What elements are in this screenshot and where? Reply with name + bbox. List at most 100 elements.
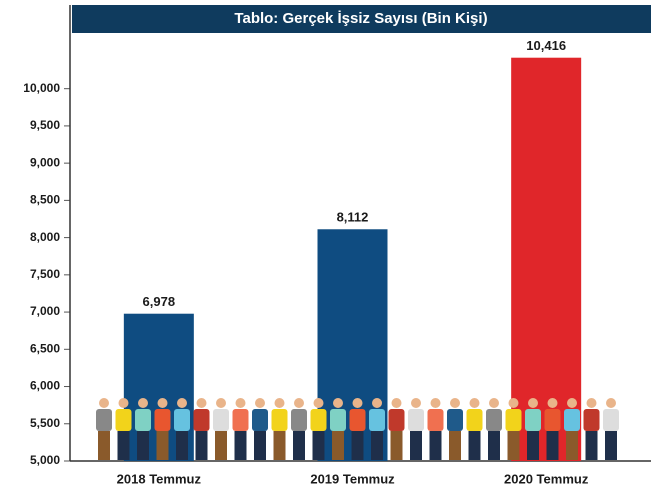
y-tick-label: 8,500 xyxy=(30,193,60,207)
person-body xyxy=(447,409,463,431)
person-head xyxy=(391,398,402,408)
chart-title: Tablo: Gerçek İşsiz Sayısı (Bin Kişi) xyxy=(234,10,487,27)
person-body xyxy=(96,409,112,431)
person-head xyxy=(333,398,343,408)
person-head xyxy=(411,398,421,408)
y-tick-label: 8,000 xyxy=(30,230,60,244)
value-label: 8,112 xyxy=(337,210,369,225)
y-tick-label: 7,500 xyxy=(30,267,60,281)
person-head xyxy=(547,398,558,408)
person-legs xyxy=(215,431,227,460)
person-body xyxy=(310,409,327,431)
person-legs xyxy=(546,431,559,460)
y-tick-label: 9,500 xyxy=(30,118,60,132)
person-head xyxy=(235,398,246,408)
person-legs xyxy=(371,431,383,460)
x-tick-label: 2019 Temmuz xyxy=(310,471,395,486)
person-head xyxy=(157,398,168,408)
person-legs xyxy=(332,431,344,460)
person-body xyxy=(466,409,483,431)
person-head xyxy=(508,398,519,408)
person-head xyxy=(196,398,207,408)
y-tick-label: 5,000 xyxy=(30,453,60,467)
person-head xyxy=(294,398,304,408)
person-head xyxy=(567,398,577,408)
person-legs xyxy=(117,431,130,460)
person-body xyxy=(271,409,288,431)
y-tick-label: 7,000 xyxy=(30,304,60,318)
y-tick-label: 9,000 xyxy=(30,155,60,169)
person-body xyxy=(213,409,229,431)
y-tick-label: 6,500 xyxy=(30,341,60,355)
person-legs xyxy=(195,431,208,460)
person-head xyxy=(99,398,109,408)
person-head xyxy=(430,398,441,408)
person-body xyxy=(486,409,502,431)
person-body xyxy=(174,409,190,431)
person-head xyxy=(450,398,460,408)
person-legs xyxy=(429,431,442,460)
value-label: 10,416 xyxy=(526,38,566,53)
person-body xyxy=(349,409,366,431)
person-legs xyxy=(566,431,578,460)
y-tick-label: 6,000 xyxy=(30,379,60,393)
person-body xyxy=(564,409,580,431)
person-head xyxy=(586,398,597,408)
y-tick-label: 10,000 xyxy=(23,81,60,95)
title-band xyxy=(72,5,651,33)
person-head xyxy=(274,398,285,408)
person-head xyxy=(606,398,616,408)
person-legs xyxy=(488,431,500,460)
y-tick-label: 5,500 xyxy=(30,416,60,430)
person-legs xyxy=(351,431,364,460)
person-body xyxy=(193,409,210,431)
bar xyxy=(511,57,582,462)
person-legs xyxy=(507,431,520,460)
person-head xyxy=(313,398,324,408)
person-body xyxy=(232,409,249,431)
person-legs xyxy=(468,431,481,460)
person-body xyxy=(369,409,385,431)
person-legs xyxy=(156,431,169,460)
person-legs xyxy=(98,431,110,460)
x-tick-label: 2018 Temmuz xyxy=(117,471,202,486)
person-body xyxy=(505,409,522,431)
person-body xyxy=(603,409,619,431)
x-tick-label: 2020 Temmuz xyxy=(504,471,589,486)
person-body xyxy=(388,409,405,431)
person-legs xyxy=(527,431,539,460)
people-decoration xyxy=(96,398,619,460)
value-label: 6,978 xyxy=(143,294,176,309)
person-legs xyxy=(585,431,598,460)
person-head xyxy=(177,398,187,408)
person-body xyxy=(525,409,541,431)
person-body xyxy=(291,409,307,431)
person-head xyxy=(255,398,265,408)
person-head xyxy=(216,398,226,408)
person-body xyxy=(544,409,561,431)
person-head xyxy=(352,398,363,408)
person-body xyxy=(115,409,132,431)
person-head xyxy=(528,398,538,408)
person-legs xyxy=(410,431,422,460)
person-head xyxy=(489,398,499,408)
person-body xyxy=(154,409,171,431)
person-legs xyxy=(273,431,286,460)
person-legs xyxy=(449,431,461,460)
person-legs xyxy=(293,431,305,460)
person-legs xyxy=(254,431,266,460)
person-body xyxy=(330,409,346,431)
person-body xyxy=(427,409,444,431)
person-head xyxy=(372,398,382,408)
person-body xyxy=(135,409,151,431)
person-legs xyxy=(390,431,403,460)
person-head xyxy=(469,398,480,408)
person-body xyxy=(408,409,424,431)
person-legs xyxy=(312,431,325,460)
person-body xyxy=(252,409,268,431)
person-body xyxy=(583,409,600,431)
person-legs xyxy=(234,431,247,460)
person-legs xyxy=(176,431,188,460)
person-legs xyxy=(137,431,149,460)
